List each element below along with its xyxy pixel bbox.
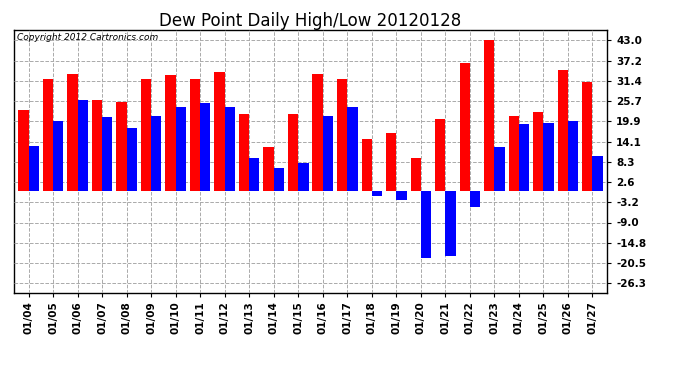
Bar [544, 123, 554, 191]
Bar [117, 102, 126, 191]
Bar [582, 82, 593, 191]
Bar [190, 79, 200, 191]
Bar [445, 191, 455, 256]
Bar [225, 107, 235, 191]
Bar [533, 112, 544, 191]
Bar [396, 191, 406, 200]
Bar [288, 114, 298, 191]
Bar [568, 121, 578, 191]
Bar [264, 147, 274, 191]
Bar [337, 79, 347, 191]
Bar [298, 163, 308, 191]
Bar [166, 75, 176, 191]
Bar [102, 117, 112, 191]
Bar [313, 74, 323, 191]
Bar [362, 138, 372, 191]
Bar [509, 116, 519, 191]
Bar [372, 191, 382, 196]
Bar [151, 116, 161, 191]
Bar [176, 107, 186, 191]
Bar [53, 121, 63, 191]
Bar [18, 111, 28, 191]
Bar [77, 100, 88, 191]
Bar [421, 191, 431, 258]
Bar [141, 79, 151, 191]
Text: Copyright 2012 Cartronics.com: Copyright 2012 Cartronics.com [17, 33, 158, 42]
Bar [484, 40, 495, 191]
Bar [43, 79, 53, 191]
Bar [28, 146, 39, 191]
Bar [347, 107, 357, 191]
Title: Dew Point Daily High/Low 20120128: Dew Point Daily High/Low 20120128 [159, 12, 462, 30]
Bar [274, 168, 284, 191]
Bar [411, 158, 421, 191]
Bar [435, 119, 445, 191]
Bar [67, 74, 77, 191]
Bar [215, 72, 225, 191]
Bar [558, 70, 568, 191]
Bar [470, 191, 480, 207]
Bar [386, 133, 396, 191]
Bar [495, 147, 504, 191]
Bar [249, 158, 259, 191]
Bar [239, 114, 249, 191]
Bar [323, 116, 333, 191]
Bar [92, 100, 102, 191]
Bar [200, 104, 210, 191]
Bar [460, 63, 470, 191]
Bar [593, 156, 603, 191]
Bar [519, 124, 529, 191]
Bar [126, 128, 137, 191]
